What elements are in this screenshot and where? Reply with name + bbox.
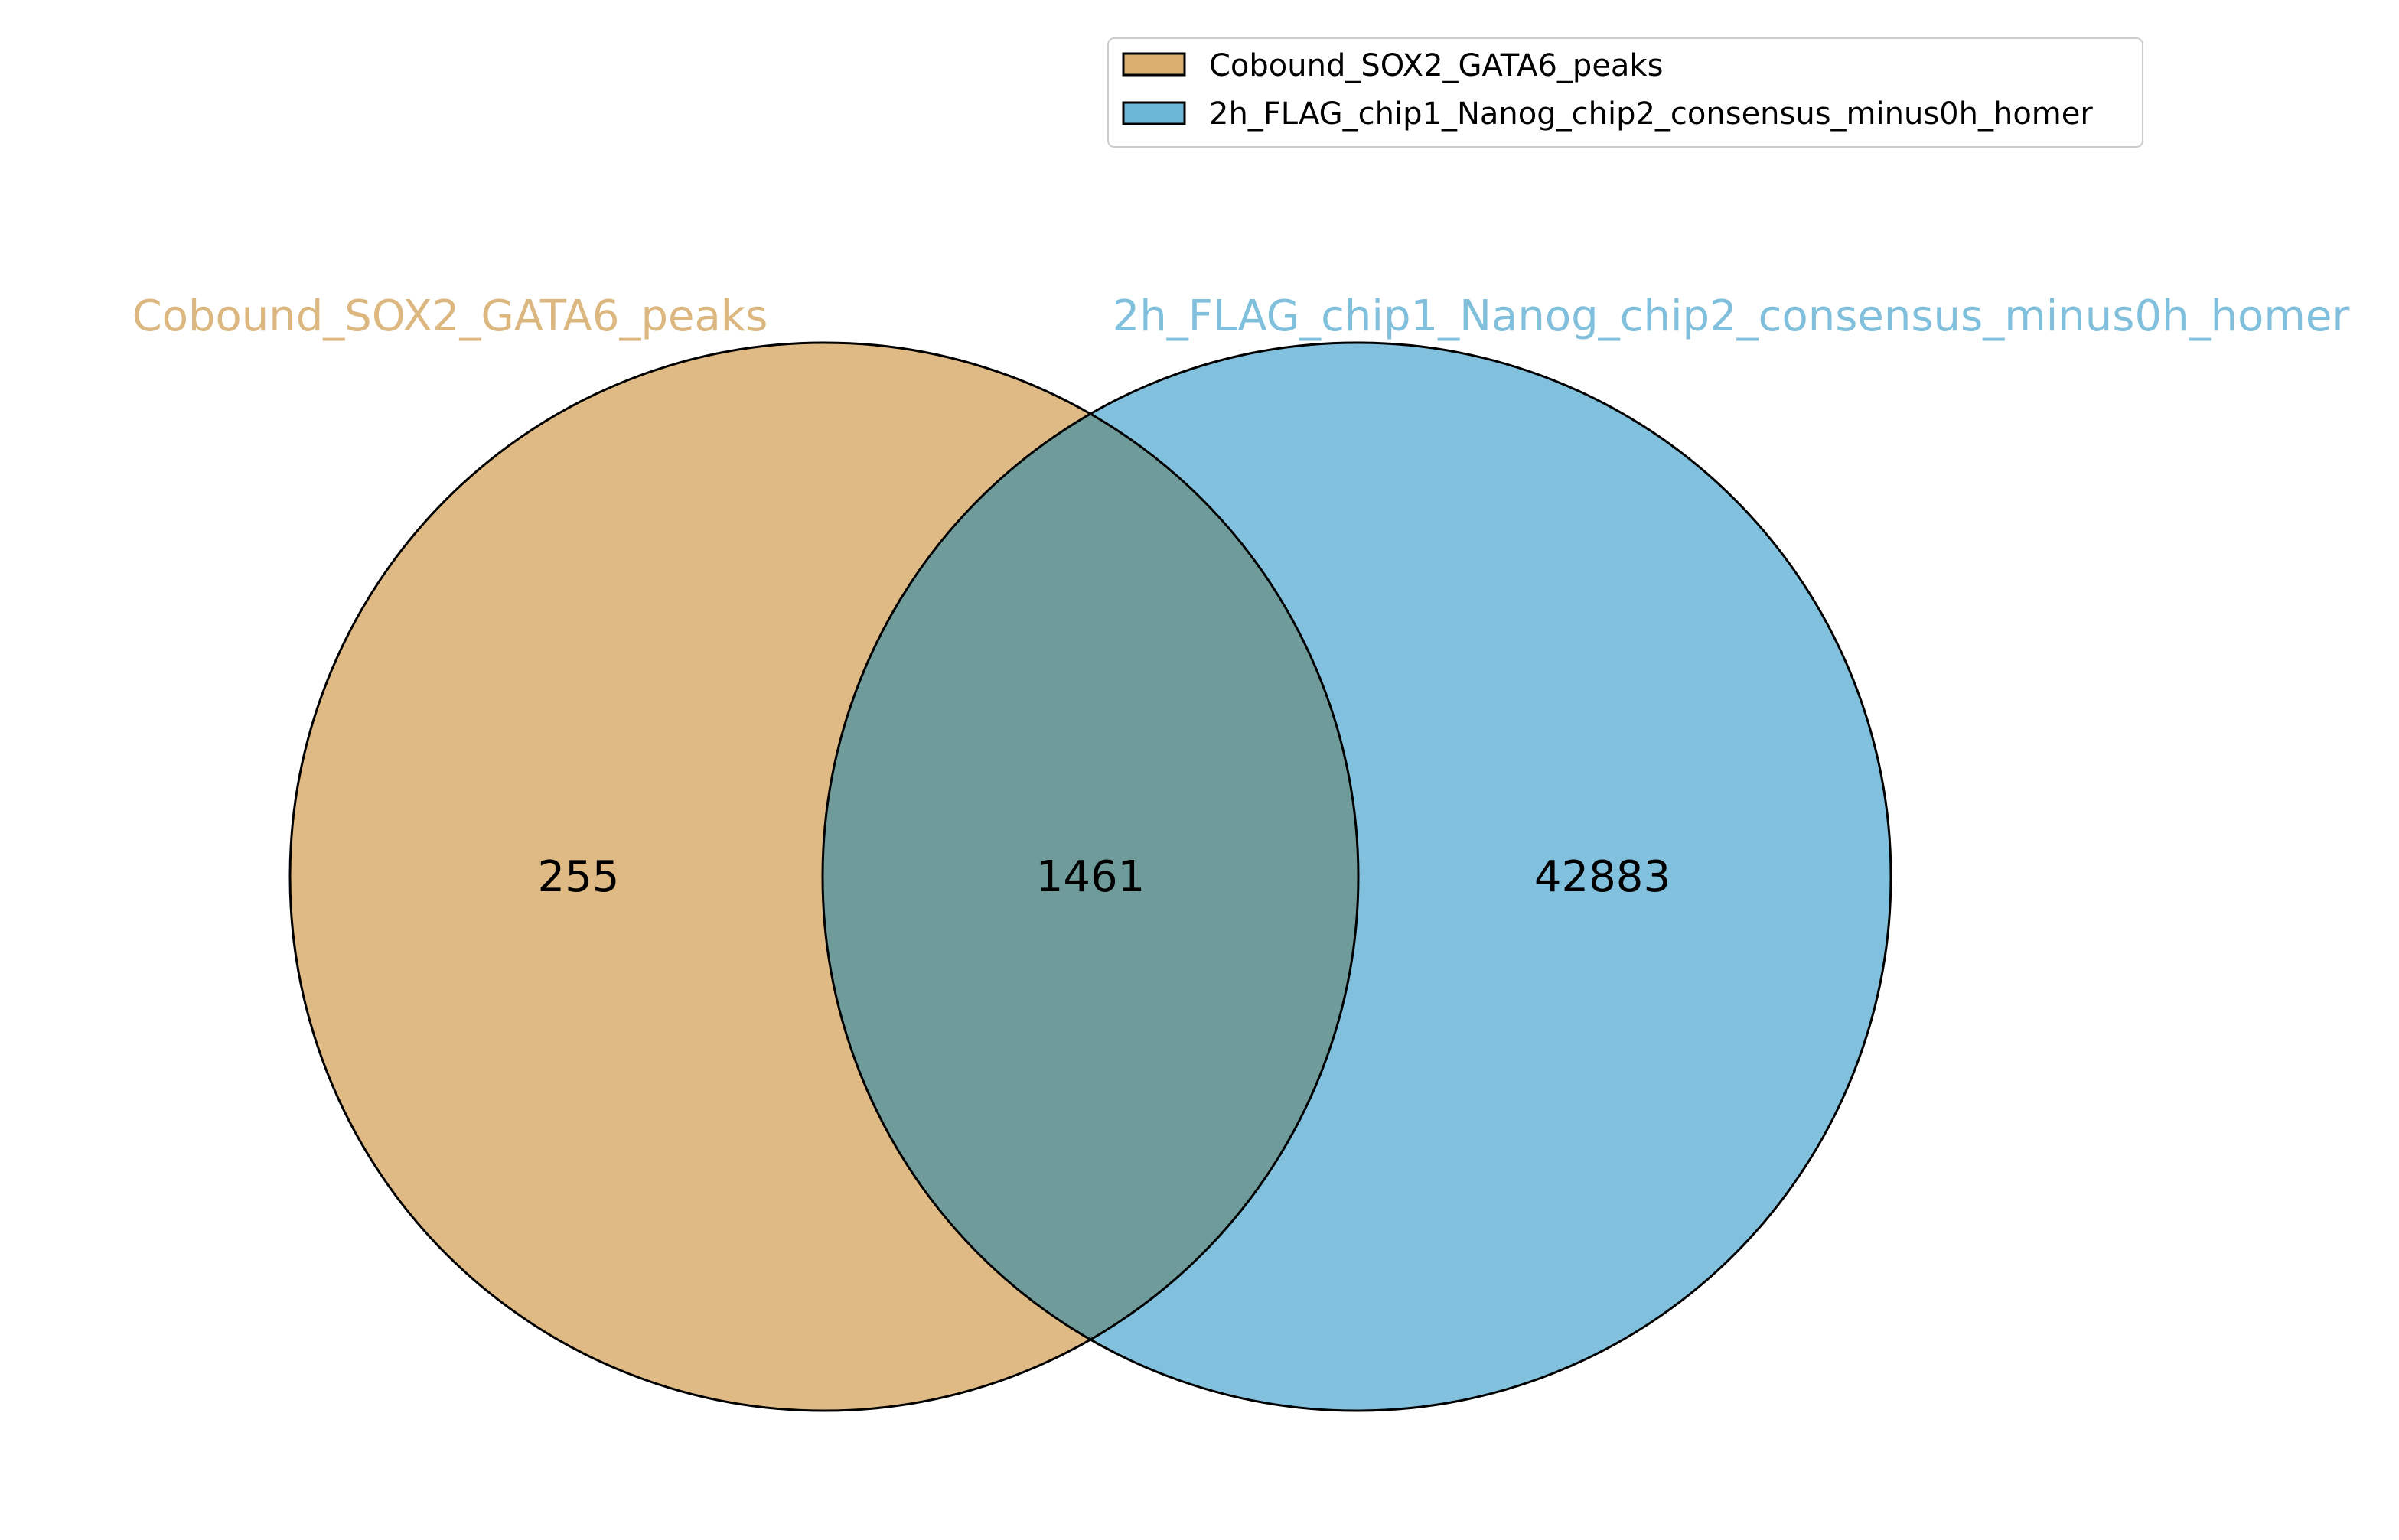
legend-box bbox=[1107, 37, 2143, 148]
legend-swatch-set-a bbox=[1122, 52, 1186, 77]
set-b-outline bbox=[821, 341, 1892, 1412]
legend-label-set-b: 2h_FLAG_chip1_Nanog_chip2_consensus_minu… bbox=[1209, 96, 2093, 132]
overlap-region bbox=[823, 343, 1358, 1411]
set-a-label: Cobound_SOX2_GATA6_peaks bbox=[132, 291, 768, 341]
legend-swatch-set-b bbox=[1122, 101, 1186, 125]
legend-label-set-a: Cobound_SOX2_GATA6_peaks bbox=[1209, 48, 1663, 83]
region-only-b-count: 42883 bbox=[1534, 852, 1670, 902]
legend: Cobound_SOX2_GATA6_peaks 2h_FLAG_chip1_N… bbox=[1107, 37, 2143, 148]
set-a-outline bbox=[288, 341, 1360, 1412]
set-b-label: 2h_FLAG_chip1_Nanog_chip2_consensus_minu… bbox=[1113, 291, 2351, 341]
region-only-a-count: 255 bbox=[538, 852, 620, 902]
region-overlap-count: 1461 bbox=[1036, 852, 1146, 902]
